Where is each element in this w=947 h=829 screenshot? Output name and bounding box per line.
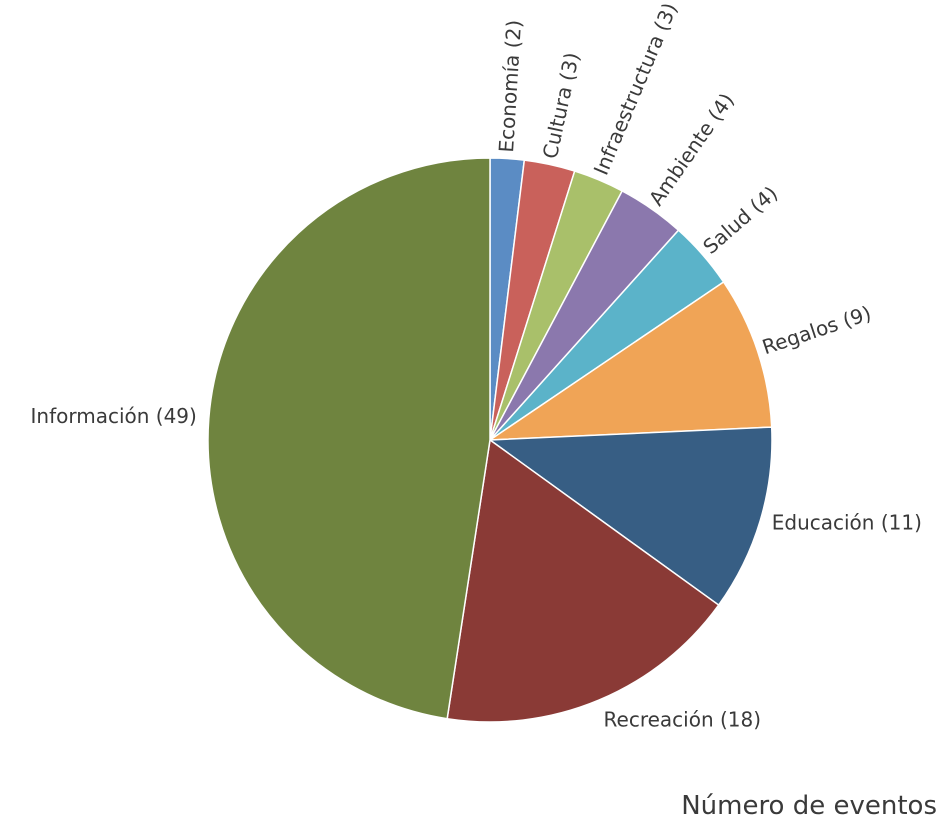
pie-slices: [207, 157, 773, 723]
pie-label-recreación: Recreación (18): [604, 707, 762, 731]
pie-label-cultura: Cultura (3): [538, 50, 584, 161]
pie-label-salud: Salud (4): [698, 181, 782, 259]
pie-label-infraestructura: Infraestructura (3): [589, 0, 682, 178]
pie-slice-información: [207, 157, 491, 720]
pie-label-regalos: Regalos (9): [759, 301, 874, 359]
pie-label-información: Información (49): [31, 404, 197, 428]
chart-caption: Número de eventos: [681, 791, 937, 821]
pie-slice-educación: [487, 426, 773, 607]
pie-label-ambiente: Ambiente (4): [644, 89, 739, 210]
pie-slice-regalos: [487, 280, 773, 441]
pie-label-economía: Economía (2): [494, 19, 526, 153]
pie-slice-recreación: [446, 438, 720, 723]
pie-label-educación: Educación (11): [772, 511, 922, 535]
